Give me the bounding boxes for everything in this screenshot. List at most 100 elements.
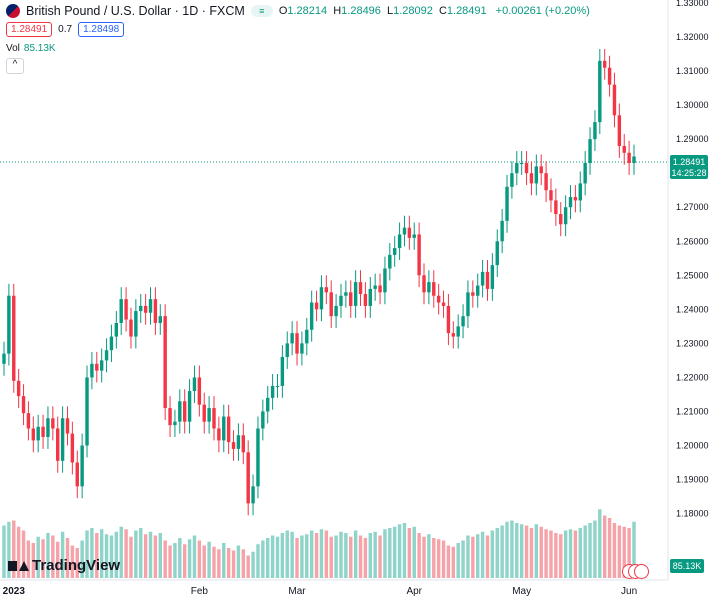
price-series <box>2 48 636 516</box>
candle-body <box>383 268 387 293</box>
volume-bar <box>182 544 187 578</box>
volume-bar <box>309 530 314 578</box>
market-status-icon[interactable]: ≡ <box>250 5 273 17</box>
low-value: 1.28092 <box>393 5 433 17</box>
volume-bar <box>363 538 368 578</box>
symbol-title[interactable]: British Pound / U.S. Dollar · 1D · FXCM <box>26 4 245 18</box>
legend-header: British Pound / U.S. Dollar · 1D · FXCM … <box>6 4 590 18</box>
candle-body <box>627 152 631 163</box>
candle-body <box>515 162 519 174</box>
candle-body <box>178 401 182 422</box>
candle-body <box>90 363 94 378</box>
candle-body <box>436 295 441 303</box>
volume-bar <box>598 509 602 578</box>
candle-body <box>544 173 548 191</box>
volume-bar <box>60 531 65 578</box>
volume-bar <box>178 538 182 578</box>
time-tick-label: 2023 <box>3 586 26 597</box>
candle-body <box>21 396 26 414</box>
volume-bar <box>295 538 299 578</box>
volume-bar <box>95 533 99 578</box>
volume-bar <box>65 538 70 578</box>
volume-bar <box>124 529 128 578</box>
volume-bar <box>85 530 89 578</box>
candle-body <box>319 287 324 310</box>
candle-body <box>129 319 133 337</box>
volume-bar <box>168 545 172 578</box>
volume-bar <box>280 533 285 578</box>
last-price-label: 1.28491 <box>673 157 706 167</box>
candle-body <box>212 408 216 429</box>
candle-body <box>568 197 573 208</box>
candle-body <box>534 166 539 184</box>
candle-body <box>36 426 40 441</box>
candle-body <box>607 67 612 85</box>
candle-body <box>480 271 485 286</box>
volume-bar <box>388 528 392 578</box>
close-value: 1.28491 <box>446 5 487 17</box>
candle-body <box>432 282 436 296</box>
volume-bar <box>266 538 270 578</box>
candle-body <box>427 282 431 293</box>
time-axis[interactable]: 2023FebMarAprMayJunJulAug <box>3 586 710 597</box>
candle-body <box>461 316 465 327</box>
volume-bar <box>275 536 280 578</box>
price-tick-label: 1.30000 <box>676 100 709 110</box>
candle-body <box>388 254 392 269</box>
candle-body <box>261 411 265 429</box>
candle-body <box>583 162 587 184</box>
price-tick-label: 1.33000 <box>676 0 709 8</box>
candle-body <box>192 377 197 392</box>
tradingview-logo[interactable]: TradingView <box>8 557 120 574</box>
candle-body <box>495 241 499 266</box>
candle-body <box>95 363 99 371</box>
volume-bar <box>617 525 622 578</box>
volume-bar <box>75 548 79 578</box>
candle-body <box>275 385 280 387</box>
price-axis[interactable]: 1.18000 1.19000 1.20000 1.21000 1.22000 1.230… <box>676 0 709 519</box>
candle-body <box>476 285 480 296</box>
volume-bar <box>80 540 84 578</box>
candle-body <box>134 311 138 337</box>
price-tick-label: 1.22000 <box>676 372 709 382</box>
close-key: C <box>438 5 447 17</box>
candle-body <box>153 299 158 323</box>
candle-body <box>363 294 368 306</box>
events-flags-icon[interactable] <box>622 564 649 579</box>
volume-bar <box>300 535 304 578</box>
candle-body <box>99 360 104 371</box>
volume-bar <box>622 526 626 578</box>
ohlc-values: O1.28214 H1.28496 L1.28092 C1.28491 <box>279 5 490 17</box>
volume-bar <box>114 531 119 578</box>
candle-body <box>334 305 338 317</box>
time-tick-label: Apr <box>406 586 422 597</box>
candle-body <box>231 442 236 449</box>
candle-body <box>397 234 402 249</box>
volume-bar <box>217 549 221 578</box>
volume-bar <box>139 528 143 578</box>
candle-body <box>456 326 460 337</box>
volume-bar <box>436 539 441 578</box>
volume-bar <box>349 536 353 578</box>
collapse-legend-button[interactable]: ^ <box>6 58 24 74</box>
candle-body <box>241 435 246 453</box>
candle-body <box>109 336 114 351</box>
time-tick-label: May <box>512 586 531 597</box>
sell-button[interactable]: 1.28491 <box>6 22 53 37</box>
candle-body <box>485 271 490 289</box>
volume-bar <box>163 540 167 578</box>
candle-body <box>12 295 16 381</box>
candle-body <box>329 292 333 317</box>
buy-button[interactable]: 1.28498 <box>78 22 125 37</box>
volume-bar <box>466 535 470 578</box>
volume-bar <box>559 534 563 578</box>
candle-body <box>16 380 21 397</box>
volume-bar <box>397 524 402 578</box>
candle-body <box>500 220 504 242</box>
open-key: O <box>278 5 288 17</box>
candle-body <box>368 288 372 306</box>
candle-body <box>168 408 172 426</box>
volume-bar <box>588 523 592 578</box>
candle-body <box>563 207 568 225</box>
